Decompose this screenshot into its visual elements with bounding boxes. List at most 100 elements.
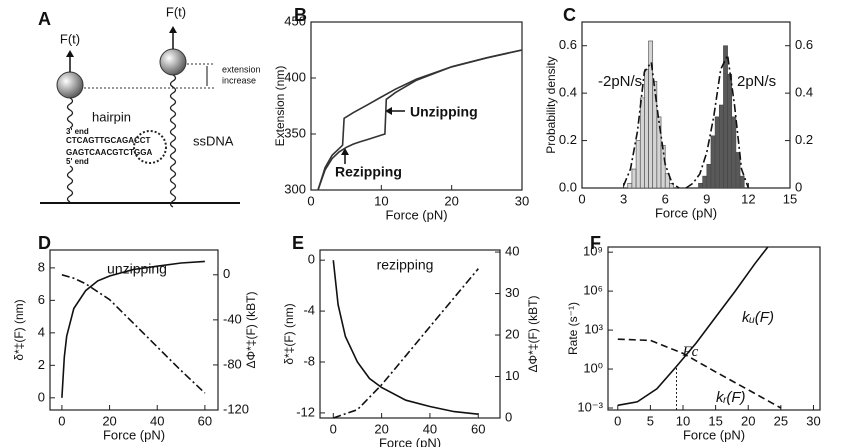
y-tick-label: 300 xyxy=(284,181,306,196)
y2-axis-label: ΔΦ*‡(F) (kBT) xyxy=(526,296,540,373)
sequence: GAGTCAACGTCTGGA xyxy=(66,148,152,157)
histogram-bar xyxy=(669,182,674,189)
series-label: 2pN/s xyxy=(737,73,776,90)
y2-tick-label: 40 xyxy=(505,244,519,259)
histogram-bar xyxy=(698,182,703,189)
x-tick-label: 60 xyxy=(471,421,485,436)
histogram-bar xyxy=(644,69,649,189)
x-tick-label: 0 xyxy=(614,413,621,428)
x-tick-label: 10 xyxy=(676,413,690,428)
y-axis-label: Rate (s⁻¹) xyxy=(566,302,580,355)
y-tick-label: -12 xyxy=(296,404,315,419)
sequence: CTCAGTTGCAGACCT xyxy=(66,136,151,145)
annotation: Rezipping xyxy=(335,164,402,180)
force-label: F(t) xyxy=(60,31,80,46)
x-tick-label: 3 xyxy=(620,191,627,206)
plot-frame xyxy=(310,21,523,191)
y-tick-label: 350 xyxy=(284,125,306,140)
y2-tick-label: 20 xyxy=(505,326,519,341)
x-tick-label: 9 xyxy=(703,191,710,206)
y-tick-label: 0.4 xyxy=(559,85,577,100)
y-tick-label: -4 xyxy=(303,303,315,318)
y2-tick-label: 0.4 xyxy=(795,85,813,100)
data-line xyxy=(317,49,523,191)
annotation: Unzipping xyxy=(410,104,478,120)
y-tick-label: -8 xyxy=(303,353,315,368)
bead xyxy=(56,71,84,99)
histogram-bar xyxy=(731,116,737,189)
x-tick-label: 0 xyxy=(578,191,585,206)
x-tick-label: 15 xyxy=(708,413,722,428)
x-tick-label: 15 xyxy=(783,191,797,206)
plot-frame xyxy=(581,21,791,189)
arrow-head xyxy=(385,107,392,115)
y2-tick-label: 0 xyxy=(223,266,230,281)
y-tick-label: 2 xyxy=(38,357,45,372)
y-tick-label: 10⁰ xyxy=(583,360,603,375)
fit-line xyxy=(685,52,750,189)
x-tick-label: 40 xyxy=(150,413,164,428)
x-tick-label: 12 xyxy=(741,191,755,206)
y2-tick-label: 0 xyxy=(505,409,512,424)
y-axis-label: Extension (nm) xyxy=(273,66,287,147)
y2-axis-label: ΔΦ*‡(F) (kBT) xyxy=(244,292,258,369)
x-tick-label: 6 xyxy=(662,191,669,206)
extension-label: increase xyxy=(222,75,256,85)
annotation: rezipping xyxy=(377,257,434,273)
arrow-head xyxy=(169,26,177,33)
arrow-head xyxy=(66,50,74,57)
y2-tick-label: -40 xyxy=(223,311,242,326)
x-tick-label: 25 xyxy=(774,413,788,428)
plot-frame xyxy=(607,246,821,411)
x-tick-label: 60 xyxy=(198,413,212,428)
data-line xyxy=(61,260,205,398)
x-tick-label: 30 xyxy=(515,193,529,208)
diagram-a: A F(t) F(t) extension increase hairpin 3… xyxy=(38,4,261,208)
y-tick-label: 8 xyxy=(38,259,45,274)
histogram-bar xyxy=(710,135,716,189)
y-tick-label: 10⁶ xyxy=(583,283,603,298)
y-tick-label: 4 xyxy=(38,324,45,339)
arrow-head xyxy=(341,148,349,155)
x-tick-label: 5 xyxy=(647,413,654,428)
x-tick-label: 20 xyxy=(741,413,755,428)
marker-label: Fc xyxy=(681,344,698,360)
x-axis-label: Force (pN) xyxy=(683,427,745,442)
plot-frame xyxy=(319,249,501,419)
y2-tick-label: 0.2 xyxy=(795,132,813,147)
x-tick-label: 0 xyxy=(307,193,314,208)
y-tick-label: 450 xyxy=(284,13,306,28)
annotation: kᵤ(F) xyxy=(742,309,774,326)
annotation: kᵣ(F) xyxy=(716,389,746,406)
ssdna-label: ssDNA xyxy=(193,133,234,148)
x-tick-label: 40 xyxy=(423,421,437,436)
y2-tick-label: 0.6 xyxy=(795,37,813,52)
histogram-bar xyxy=(723,45,728,189)
fit-line xyxy=(622,60,680,189)
x-tick-label: 20 xyxy=(444,193,458,208)
data-line xyxy=(617,246,769,407)
series-label: -2pN/s xyxy=(598,73,642,90)
annotation: unzipping xyxy=(107,261,167,277)
y-axis-label: δ*‡(F) (nm) xyxy=(282,303,296,364)
force-label: F(t) xyxy=(166,4,186,19)
data-line xyxy=(61,274,206,394)
y-tick-label: 0 xyxy=(308,252,315,267)
x-axis-label: Force (pN) xyxy=(103,427,165,442)
x-tick-label: 30 xyxy=(806,413,820,428)
x-tick-label: 0 xyxy=(58,413,65,428)
x-axis-label: Force (pN) xyxy=(379,435,441,447)
bead xyxy=(159,48,187,76)
y2-tick-label: 30 xyxy=(505,285,519,300)
extension-label: extension xyxy=(222,64,261,74)
dna-strand xyxy=(169,74,177,208)
y-tick-label: 0 xyxy=(38,389,45,404)
histogram-bar xyxy=(631,168,637,189)
panel-letter: C xyxy=(563,5,576,25)
panel-letter: B xyxy=(294,5,307,25)
hairpin-label: hairpin xyxy=(92,109,131,124)
histogram-bar xyxy=(660,145,666,189)
x-tick-label: 20 xyxy=(374,421,388,436)
